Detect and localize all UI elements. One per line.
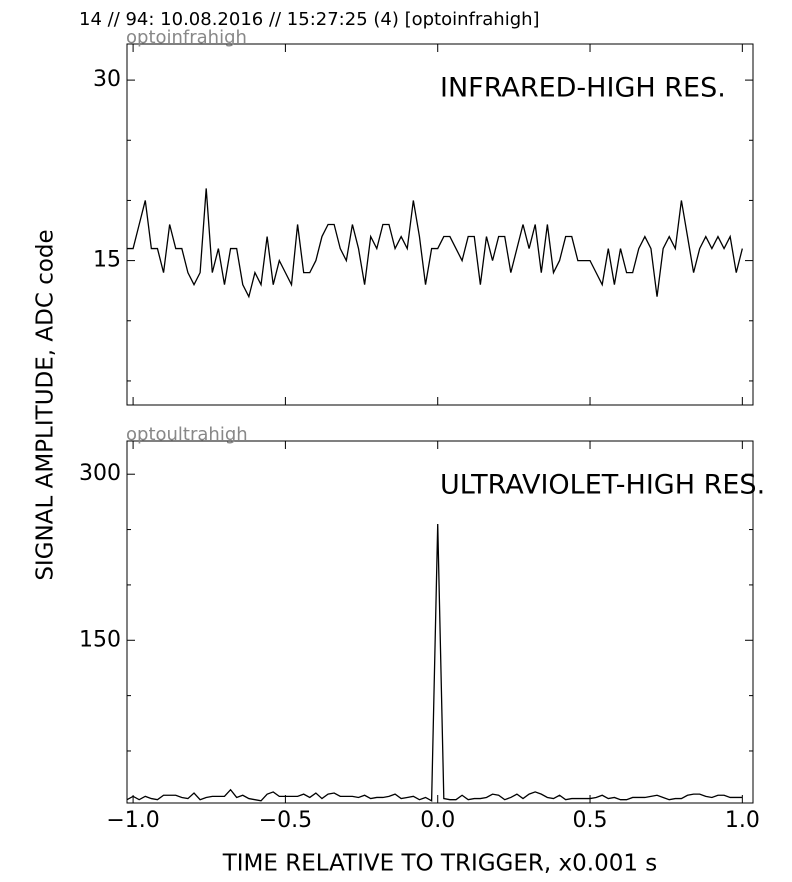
x-axis-label: TIME RELATIVE TO TRIGGER, x0.001 s [222,851,658,877]
panel-label: optoultrahigh [126,424,248,445]
y-tick-label: 150 [79,627,121,652]
header: 14 // 94: 10.08.2016 // 15:27:25 (4) [op… [79,9,540,30]
x-tick-label: 0.5 [573,808,608,833]
x-tick-label: 0.0 [420,808,455,833]
data-line [126,524,743,802]
annotation: INFRARED-HIGH RES. [440,73,726,104]
x-tick-label: −1.0 [106,808,159,833]
data-line [127,188,743,299]
plot-frame [126,43,754,406]
y-tick-label: 30 [93,67,121,92]
plot-frame [126,440,754,804]
y-axis-label: SIGNAL AMPLITUDE, ADC code [33,229,59,580]
panel-label: optoinfrahigh [126,27,247,48]
y-tick-label: 15 [93,248,121,273]
annotation: ULTRAVIOLET-HIGH RES. [440,470,765,501]
x-tick-label: −0.5 [259,808,312,833]
x-tick-label: 1.0 [725,808,760,833]
y-tick-label: 300 [79,461,121,486]
